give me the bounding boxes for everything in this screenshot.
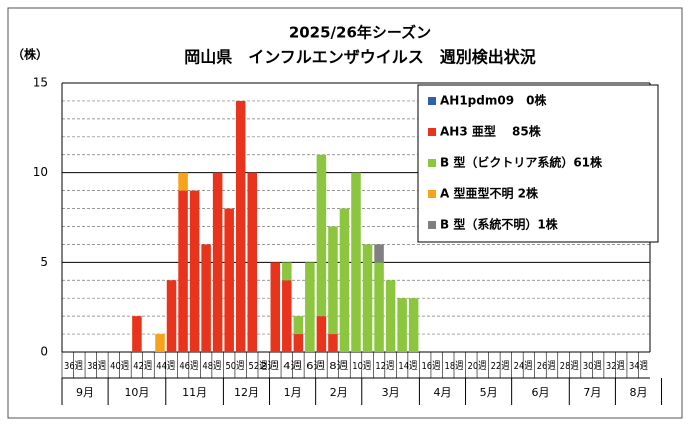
chart-title: 2025/26年シーズン: [289, 24, 431, 42]
legend-swatch: [428, 97, 436, 105]
bar-segment: [305, 262, 315, 352]
bar-segment: [155, 334, 165, 352]
month-label: 1月: [284, 386, 302, 399]
month-label: 2月: [330, 386, 348, 399]
legend-label: AH1pdm09 0株: [440, 93, 547, 108]
bar-segment: [316, 154, 327, 317]
y-axis-label: （株）: [12, 47, 48, 62]
month-label: 11月: [182, 386, 207, 399]
legend-swatch: [428, 190, 436, 198]
legend-label: B 型（系統不明）1株: [440, 217, 559, 232]
bar-segment: [351, 172, 361, 352]
y-tick-label: 0: [40, 345, 48, 359]
legend-box: [417, 84, 659, 243]
legend-swatch: [428, 221, 436, 229]
month-label: 12月: [234, 386, 259, 399]
bar-segment: [293, 334, 304, 352]
y-tick-label: 10: [33, 165, 48, 179]
bar-segment: [212, 172, 223, 352]
legend-label: AH3 亜型 85株: [440, 124, 542, 139]
y-tick-label: 15: [33, 76, 48, 90]
month-label: 6月: [531, 386, 549, 399]
bar-segment: [362, 244, 373, 352]
bar-segment: [224, 208, 234, 352]
month-label: 3月: [382, 386, 400, 399]
bar-segment: [408, 298, 419, 352]
month-label: 9月: [76, 386, 94, 399]
bar-segment: [282, 262, 292, 281]
bar-segment: [132, 316, 142, 352]
bar-segment: [189, 190, 200, 352]
bar-segment: [328, 334, 338, 352]
month-label: 7月: [583, 386, 601, 399]
month-label: 4月: [433, 386, 451, 399]
bar-segment: [270, 262, 281, 352]
bar-segment: [316, 316, 327, 352]
bar-segment: [339, 208, 350, 352]
month-label: 8月: [629, 386, 647, 399]
y-tick-label: 5: [40, 255, 48, 269]
bar-segment: [201, 244, 211, 352]
bar-segment: [397, 298, 407, 352]
bar-segment: [374, 262, 384, 352]
legend-swatch: [428, 128, 436, 136]
month-label: 5月: [480, 386, 498, 399]
bar-segment: [293, 316, 304, 335]
bar-segment: [282, 280, 292, 352]
bar-segment: [166, 280, 177, 352]
legend-label: A 型亜型不明 2株: [440, 186, 539, 201]
bar-segment: [374, 244, 384, 263]
month-label: 10月: [124, 386, 149, 399]
bar-segment: [178, 190, 188, 352]
legend-swatch: [428, 159, 436, 167]
bar-segment: [235, 100, 246, 352]
bar-segment: [247, 172, 257, 352]
chart-subtitle: 岡山県 インフルエンザウイルス 週別検出状況: [184, 48, 536, 67]
bar-segment: [385, 280, 396, 352]
bar-segment: [328, 226, 338, 335]
bar-segment: [178, 172, 188, 191]
legend-label: B 型（ビクトリア系統）61株: [440, 155, 603, 170]
